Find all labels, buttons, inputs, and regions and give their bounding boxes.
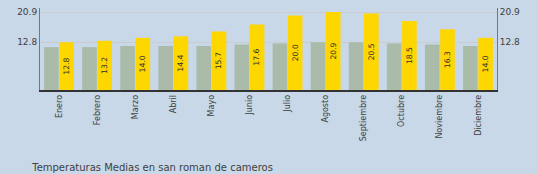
svg-text:12.8: 12.8 xyxy=(500,37,520,47)
svg-text:20.9: 20.9 xyxy=(17,7,37,17)
svg-text:Abril: Abril xyxy=(169,95,178,113)
svg-text:Temperaturas Medias en san rom: Temperaturas Medias en san roman de came… xyxy=(31,162,273,173)
svg-text:15.7: 15.7 xyxy=(214,52,223,69)
svg-text:Mayo: Mayo xyxy=(207,95,216,117)
svg-text:20.9: 20.9 xyxy=(329,42,338,59)
svg-text:Marzo: Marzo xyxy=(131,95,140,119)
svg-text:14.0: 14.0 xyxy=(481,55,490,72)
svg-text:Septiembre: Septiembre xyxy=(359,95,368,141)
svg-text:12.8: 12.8 xyxy=(17,37,37,47)
svg-text:20.5: 20.5 xyxy=(367,43,376,60)
svg-text:20.0: 20.0 xyxy=(291,44,300,61)
svg-text:14.4: 14.4 xyxy=(176,55,185,72)
svg-text:Diciembre: Diciembre xyxy=(474,95,483,136)
svg-text:Junio: Junio xyxy=(245,95,254,116)
svg-text:16.3: 16.3 xyxy=(443,51,452,68)
svg-text:13.2: 13.2 xyxy=(100,57,109,74)
svg-text:Noviembre: Noviembre xyxy=(435,95,444,139)
svg-text:14.0: 14.0 xyxy=(138,55,147,72)
svg-text:Julio: Julio xyxy=(283,95,292,113)
svg-text:Enero: Enero xyxy=(55,95,64,118)
svg-text:Febrero: Febrero xyxy=(93,95,102,125)
svg-text:12.8: 12.8 xyxy=(62,58,71,75)
svg-text:Agosto: Agosto xyxy=(321,95,330,123)
svg-text:20.9: 20.9 xyxy=(500,7,520,17)
svg-text:18.5: 18.5 xyxy=(405,47,414,64)
svg-text:17.6: 17.6 xyxy=(252,49,261,66)
svg-text:Octubre: Octubre xyxy=(397,95,406,127)
